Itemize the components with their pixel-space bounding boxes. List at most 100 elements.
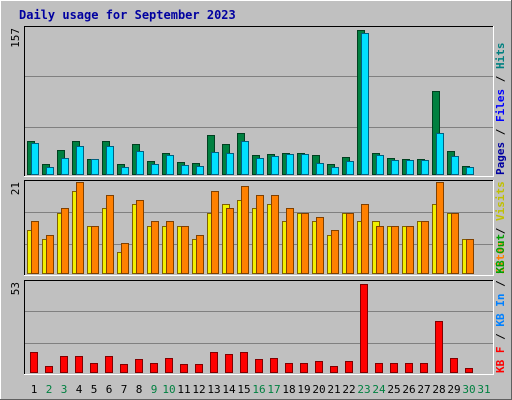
bar-kb-f-day-14	[225, 354, 233, 373]
bar-sites-day-20	[316, 217, 324, 274]
bar-files-day-25	[391, 160, 399, 175]
bar-files-day-9	[151, 164, 159, 175]
bar-kb-f-day-28	[435, 321, 443, 373]
x-tick-label-day-20: 20	[312, 383, 325, 396]
bar-files-day-27	[421, 160, 429, 175]
bar-sites-day-21	[331, 230, 339, 274]
panel-0-max-label: 157	[9, 28, 22, 48]
bar-sites-day-4	[76, 182, 84, 274]
legend-separator: /	[494, 274, 507, 294]
bar-files-day-20	[316, 163, 324, 175]
bar-kb-f-day-9	[150, 363, 158, 373]
legend-separator: /	[494, 221, 507, 241]
bar-sites-day-10	[166, 221, 174, 274]
bar-kb-f-day-27	[420, 363, 428, 373]
panel-2-legend: KB F / KB In / KB Out	[494, 234, 507, 373]
x-tick-label-day-24: 24	[372, 383, 386, 396]
bar-files-day-14	[226, 153, 234, 175]
bar-files-day-11	[181, 165, 189, 175]
chart-title: Daily usage for September 2023	[19, 8, 236, 22]
bar-sites-day-14	[226, 208, 234, 274]
bar-sites-day-13	[211, 191, 219, 274]
bar-files-day-18	[286, 154, 294, 175]
bar-sites-day-16	[256, 195, 264, 274]
bar-sites-day-6	[106, 195, 114, 274]
x-tick-label-day-7: 7	[121, 383, 128, 396]
bar-files-day-17	[271, 156, 279, 175]
bar-kb-f-day-18	[285, 363, 293, 373]
bar-kb-f-day-25	[390, 363, 398, 373]
bar-files-day-13	[211, 152, 219, 175]
x-tick-label-day-3: 3	[61, 383, 68, 396]
bar-files-day-23	[361, 33, 369, 175]
legend-files: Files	[494, 89, 507, 122]
bar-sites-day-19	[301, 213, 309, 274]
x-tick-label-day-1: 1	[31, 383, 38, 396]
bar-sites-day-29	[451, 213, 459, 274]
x-tick-label-day-2: 2	[46, 383, 53, 396]
legend-kb-f: KB F	[494, 347, 507, 374]
x-tick-label-day-4: 4	[76, 383, 83, 396]
x-tick-label-day-28: 28	[432, 383, 445, 396]
bar-kb-f-day-4	[75, 356, 83, 373]
bar-files-day-3	[61, 158, 69, 175]
bar-kb-f-day-8	[135, 359, 143, 373]
x-tick-label-day-29: 29	[447, 383, 460, 396]
bar-files-day-6	[106, 146, 114, 175]
legend-sites: Sites	[494, 241, 507, 274]
bar-kb-f-day-30	[465, 368, 473, 373]
bar-files-day-28	[436, 133, 444, 175]
bar-kb-f-day-29	[450, 358, 458, 373]
bar-files-day-2	[46, 167, 54, 175]
bar-sites-day-11	[181, 226, 189, 274]
bar-files-day-22	[346, 161, 354, 175]
x-tick-label-day-18: 18	[282, 383, 295, 396]
legend-separator: /	[494, 327, 507, 347]
bar-files-day-26	[406, 160, 414, 175]
bar-files-day-5	[91, 159, 99, 175]
x-tick-label-day-9: 9	[151, 383, 158, 396]
bar-kb-f-day-3	[60, 356, 68, 373]
x-tick-label-day-12: 12	[192, 383, 205, 396]
bar-files-day-21	[331, 167, 339, 175]
bar-kb-f-day-24	[375, 363, 383, 373]
plot-layer	[24, 26, 494, 375]
panel-2-max-label: 53	[9, 282, 22, 295]
bar-files-day-12	[196, 166, 204, 175]
bar-sites-day-2	[46, 235, 54, 274]
bar-sites-day-22	[346, 213, 354, 274]
panel-0-area	[24, 26, 494, 177]
legend-kb-in: KB In	[494, 294, 507, 327]
bar-kb-f-day-26	[405, 363, 413, 373]
bar-kb-f-day-17	[270, 358, 278, 373]
bar-kb-f-day-6	[105, 356, 113, 373]
bar-files-day-15	[241, 141, 249, 175]
bar-kb-f-day-20	[315, 361, 323, 373]
bar-kb-f-day-10	[165, 358, 173, 373]
x-tick-label-day-10: 10	[162, 383, 175, 396]
bar-files-day-10	[166, 155, 174, 175]
bar-files-day-19	[301, 154, 309, 175]
bar-kb-f-day-21	[330, 366, 338, 373]
bar-sites-day-24	[376, 226, 384, 274]
bar-kb-f-day-16	[255, 359, 263, 373]
bar-files-day-7	[121, 167, 129, 175]
x-tick-label-day-5: 5	[91, 383, 98, 396]
bar-files-day-16	[256, 158, 264, 175]
x-tick-label-day-31: 31	[477, 383, 490, 396]
bar-sites-day-25	[391, 226, 399, 274]
bar-files-day-30	[466, 167, 474, 175]
x-tick-label-day-19: 19	[297, 383, 310, 396]
panel-1-max-label: 21	[9, 182, 22, 195]
bar-kb-f-day-15	[240, 352, 248, 373]
bar-sites-day-18	[286, 208, 294, 274]
legend-pages: Pages	[494, 142, 507, 175]
x-tick-label-day-14: 14	[222, 383, 236, 396]
bar-kb-f-day-5	[90, 363, 98, 373]
bar-sites-day-17	[271, 195, 279, 274]
bar-kb-f-day-22	[345, 361, 353, 373]
x-tick-label-day-6: 6	[106, 383, 113, 396]
x-tick-label-day-27: 27	[417, 383, 430, 396]
